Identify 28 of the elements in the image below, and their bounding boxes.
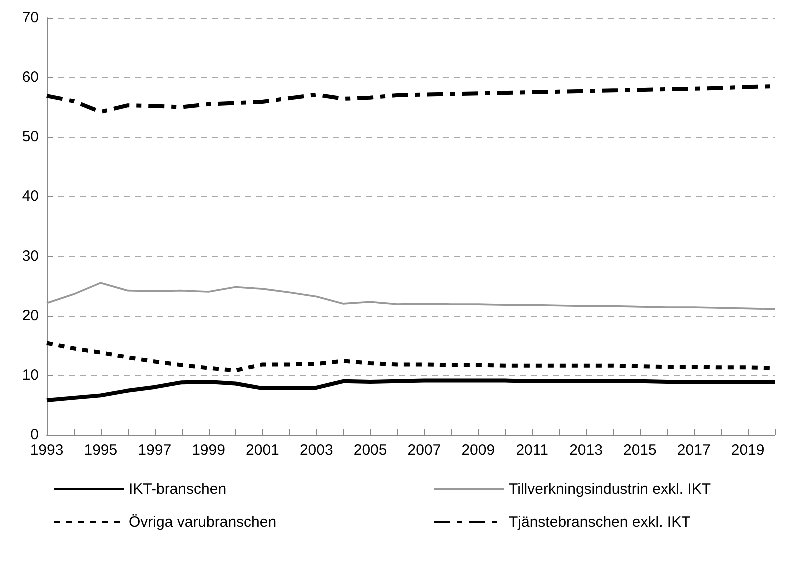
- y-tick-label: 40: [22, 188, 39, 206]
- line-series: [45, 378, 777, 402]
- x-tick-label: 2009: [462, 442, 496, 459]
- x-tick-label: 2005: [354, 442, 388, 459]
- y-tick-label: 10: [22, 366, 39, 384]
- x-tick-label: 2015: [624, 442, 657, 459]
- x-tick-label: 1993: [30, 442, 64, 459]
- y-tick-label: 70: [22, 10, 39, 26]
- legend-label: IKT-branschen: [129, 481, 227, 498]
- x-tick-label: 1997: [138, 442, 172, 459]
- x-tick-label: 2017: [677, 442, 711, 459]
- x-tick-label: 1999: [192, 442, 226, 459]
- y-tick-label: 30: [22, 248, 39, 265]
- x-tick-label: 2019: [731, 442, 765, 459]
- legend-label: Tillverkningsindustrin exkl. IKT: [509, 481, 712, 498]
- y-tick-label: 60: [22, 69, 39, 86]
- x-tick-label: 2011: [516, 442, 548, 459]
- line-series: [46, 282, 776, 310]
- legend-label: Tjänstebranschen exkl. IKT: [509, 514, 691, 531]
- x-tick-label: 2013: [570, 442, 603, 459]
- x-tick-label: 2003: [300, 442, 334, 459]
- y-tick-label: 20: [22, 307, 39, 324]
- x-tick-label: 1995: [84, 442, 118, 459]
- x-tick-label: 2007: [408, 442, 442, 459]
- y-tick-label: 50: [22, 128, 39, 146]
- x-tick-label: 2001: [246, 442, 280, 459]
- y-tick-label: 0: [30, 426, 39, 444]
- legend-label: Övriga varubranschen: [129, 514, 277, 531]
